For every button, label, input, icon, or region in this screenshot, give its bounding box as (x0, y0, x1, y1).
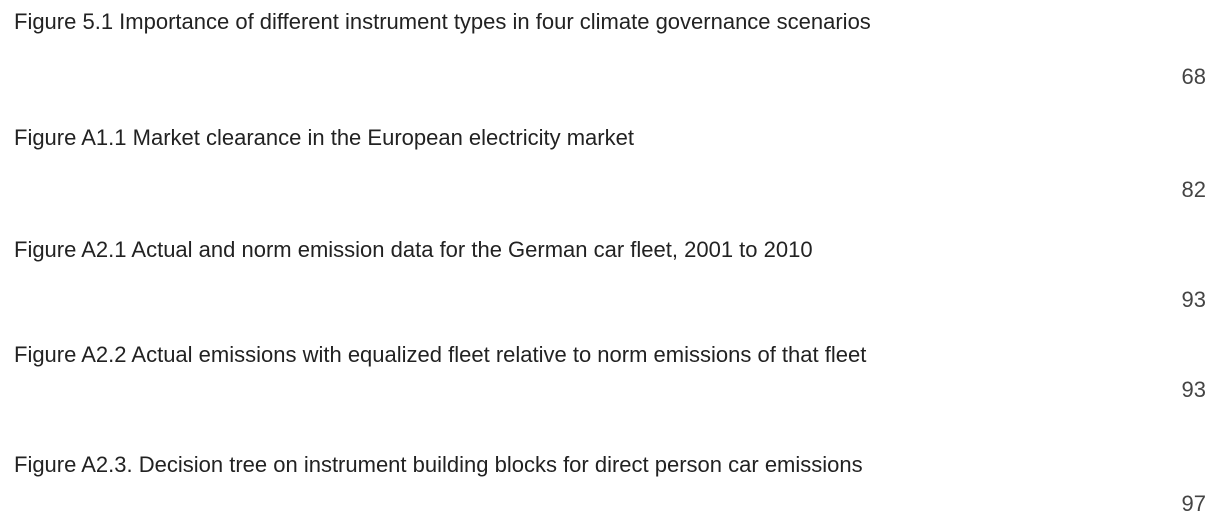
page-number: 97 (1181, 491, 1206, 516)
figure-title: Figure A2.1 Actual and norm emission dat… (14, 237, 813, 262)
figure-title: Figure 5.1 Importance of different instr… (14, 9, 871, 34)
page-number: 93 (1181, 287, 1206, 312)
page-number: 82 (1181, 177, 1206, 202)
page-number: 93 (1181, 377, 1206, 402)
figure-title: Figure A1.1 Market clearance in the Euro… (14, 125, 634, 150)
figure-title: Figure A2.2 Actual emissions with equali… (14, 342, 867, 367)
page-number: 68 (1181, 64, 1206, 89)
figure-title: Figure A2.3. Decision tree on instrument… (14, 452, 863, 477)
